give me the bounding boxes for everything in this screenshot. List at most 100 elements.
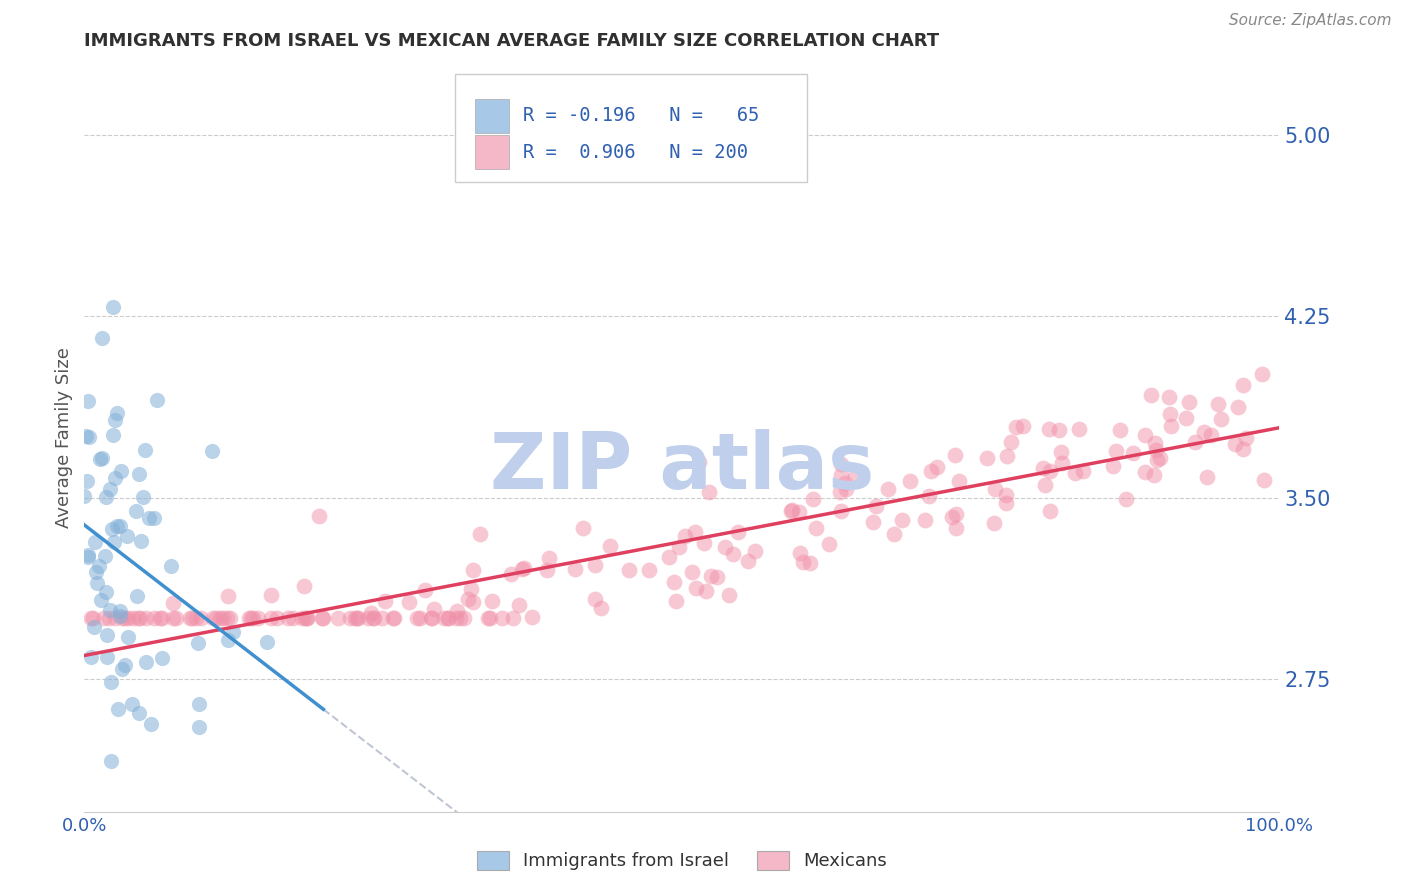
Point [409, 611, 432, 625]
Point [1063, 467, 1085, 481]
Point [1011, 419, 1033, 434]
Point [413, 582, 436, 597]
Point [127, 611, 149, 625]
Point [160, 559, 183, 574]
Point [256, 635, 278, 649]
Point [828, 485, 851, 500]
Point [1115, 491, 1137, 506]
Point [108, 604, 131, 618]
Point [382, 611, 405, 625]
Point [217, 611, 239, 625]
Point [101, 522, 124, 536]
Point [108, 519, 131, 533]
Point [619, 563, 641, 577]
Point [1208, 396, 1230, 410]
Point [381, 611, 404, 625]
Point [308, 508, 330, 523]
Point [941, 509, 963, 524]
Point [188, 698, 211, 712]
Point [1038, 422, 1060, 436]
Point [346, 611, 368, 625]
Point [127, 589, 149, 603]
Point [1178, 394, 1201, 409]
Point [883, 527, 905, 541]
Point [77, 394, 100, 409]
Point [914, 513, 936, 527]
Point [132, 490, 155, 504]
Point [363, 611, 385, 625]
Point [291, 611, 314, 625]
Point [266, 611, 288, 625]
Point [721, 547, 744, 561]
Point [1108, 423, 1130, 437]
Point [128, 706, 150, 721]
Point [782, 503, 804, 517]
Point [463, 563, 485, 577]
Point [162, 611, 184, 625]
Point [637, 563, 659, 577]
Point [111, 611, 134, 625]
Point [346, 611, 368, 625]
Point [142, 611, 165, 625]
Point [202, 611, 225, 625]
Point [1184, 434, 1206, 449]
Point [117, 529, 139, 543]
Point [510, 562, 533, 576]
Point [107, 702, 129, 716]
Point [948, 474, 970, 488]
Point [80, 611, 103, 625]
Point [1160, 419, 1182, 434]
Point [1232, 378, 1254, 392]
Point [1102, 459, 1125, 474]
Point [1144, 435, 1167, 450]
FancyBboxPatch shape [475, 136, 509, 169]
Point [80, 650, 103, 665]
Point [311, 611, 333, 625]
Point [1143, 468, 1166, 483]
Point [121, 698, 143, 712]
Point [478, 611, 501, 625]
Point [437, 611, 460, 625]
Point [508, 598, 530, 612]
FancyBboxPatch shape [456, 74, 807, 182]
Point [73, 489, 96, 503]
Point [1005, 420, 1028, 434]
Point [737, 554, 759, 568]
Point [103, 428, 125, 442]
Point [681, 565, 703, 579]
Point [876, 483, 898, 497]
Point [697, 484, 720, 499]
Point [135, 655, 157, 669]
Point [222, 625, 245, 640]
Point [801, 491, 824, 506]
Point [779, 504, 801, 518]
Point [1234, 431, 1257, 445]
Point [201, 443, 224, 458]
Point [205, 611, 228, 625]
Point [219, 611, 242, 625]
Point [76, 474, 98, 488]
Point [83, 620, 105, 634]
Point [422, 611, 444, 625]
Point [100, 754, 122, 768]
Point [135, 611, 157, 625]
Point [76, 549, 98, 564]
Point [326, 611, 349, 625]
Point [683, 525, 706, 540]
Point [103, 471, 125, 485]
Text: R =  0.906   N = 200: R = 0.906 N = 200 [523, 143, 748, 161]
Point [1157, 390, 1180, 404]
Point [830, 504, 852, 518]
Point [86, 575, 108, 590]
Point [260, 611, 283, 625]
Text: ZIP atlas: ZIP atlas [489, 429, 875, 505]
Point [830, 457, 852, 471]
Point [673, 529, 696, 543]
Point [91, 330, 114, 344]
Point [918, 489, 941, 503]
Point [925, 459, 948, 474]
Point [124, 504, 146, 518]
Point [77, 430, 100, 444]
Point [995, 496, 1018, 510]
Point [128, 611, 150, 625]
